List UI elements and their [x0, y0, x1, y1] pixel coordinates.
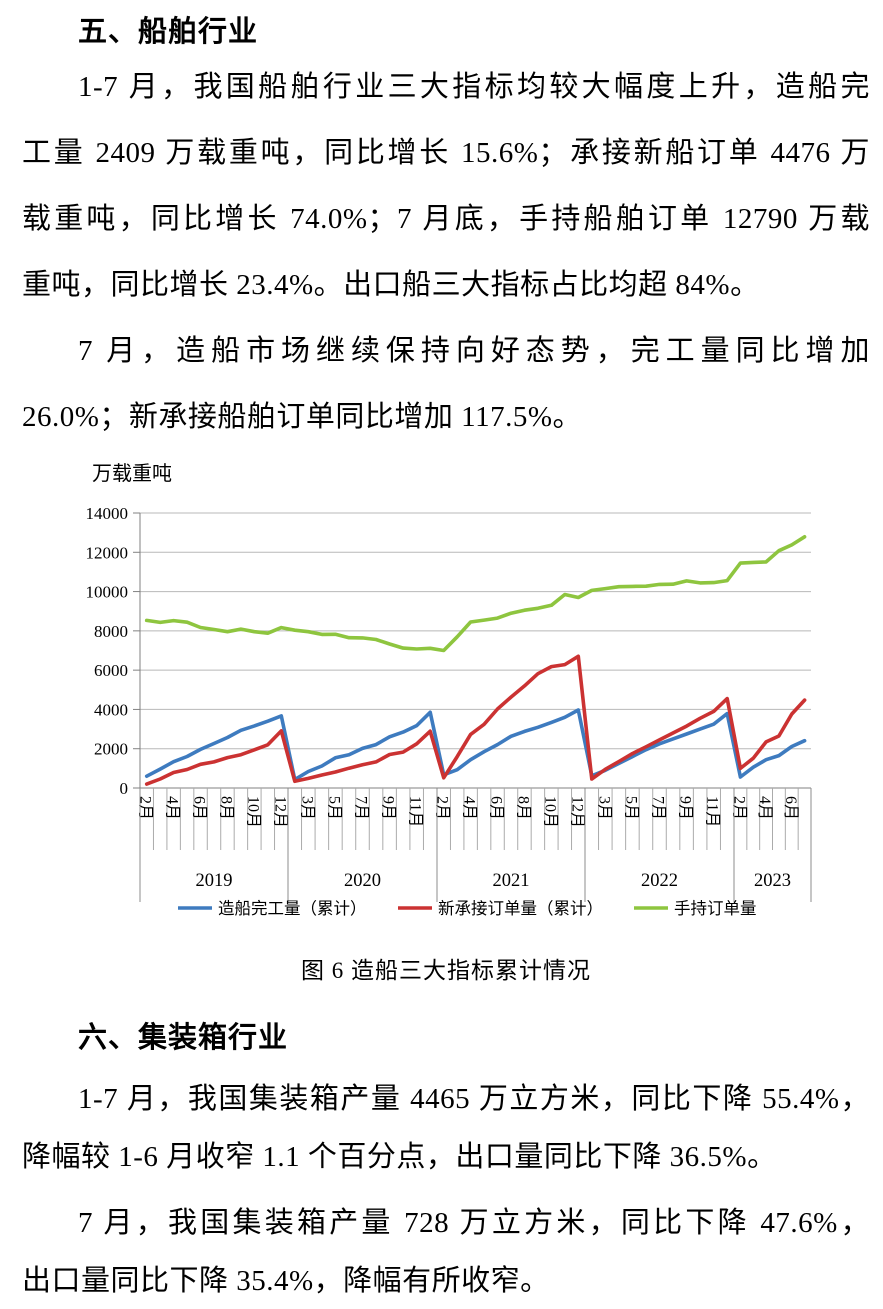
shipbuilding-indicators-chart: 万载重吨 0 2000 4000 6000 8000 10000 12000 14000 2月 4月… [0, 450, 883, 950]
figure-caption: 图 6 造船三大指标累计情况 [301, 958, 591, 983]
x-axis-month-label: 6月 [488, 796, 505, 820]
section-6-heading: 六、集装箱行业 [78, 1022, 289, 1054]
text-line: 载重吨，同比增长 74.0%；7 月底，手持船舶订单 12790 万载 [22, 203, 870, 235]
x-axis-year-label: 2023 [754, 871, 791, 891]
x-axis-month-label: 10月 [244, 796, 261, 828]
section-6-paragraph-1: 1-7 月，我国集装箱产量 4465 万立方米，同比下降 55.4%， 降幅较 1… [22, 1070, 870, 1186]
section-5-paragraph-2: 7 月，造船市场继续保持向好态势，完工量同比增加 26.0%；新承接船舶订单同比增… [22, 318, 870, 450]
legend-label: 新承接订单量（累计） [438, 899, 603, 918]
x-axis-month-label: 10月 [541, 796, 558, 828]
x-axis-month-label: 2月 [137, 796, 154, 820]
x-axis-month-label: 8月 [514, 796, 531, 820]
series-line-completions [144, 708, 807, 782]
x-axis-month-label: 9月 [380, 796, 397, 820]
y-axis-tick-label: 2000 [94, 740, 128, 759]
x-axis-month-label: 6月 [191, 796, 208, 820]
y-axis-tick-label: 0 [120, 779, 129, 798]
x-axis-month-label: 6月 [782, 796, 799, 820]
text-line: 1-7 月，我国船舶行业三大指标均较大幅度上升，造船完 [78, 71, 870, 103]
line-chart-canvas: 万载重吨 0 2000 4000 6000 8000 10000 12000 14000 2月 4月… [86, 462, 812, 918]
section-5-heading: 五、船舶行业 [78, 16, 259, 48]
x-axis-month-label: 4月 [461, 796, 478, 820]
text-line: 出口量同比下降 35.4%，降幅有所收窄。 [22, 1265, 550, 1297]
section-5-paragraph-1: 1-7 月，我国船舶行业三大指标均较大幅度上升，造船完工量 2409 万载重吨，… [22, 54, 870, 318]
x-axis-month-label: 12月 [271, 796, 288, 828]
x-axis-month-label: 7月 [353, 796, 370, 820]
y-axis-tick-label: 8000 [94, 622, 128, 641]
y-axis-tick-label: 10000 [86, 583, 129, 602]
text-line: 重吨，同比增长 23.4%。出口船三大指标占比均超 84%。 [22, 269, 760, 301]
x-axis-year-label: 2022 [641, 871, 678, 891]
text-line: 工量 2409 万载重吨，同比增长 15.6%；承接新船订单 4476 万 [22, 137, 870, 169]
x-axis-year-label: 2020 [344, 871, 381, 891]
y-axis-tick-label: 14000 [86, 504, 129, 523]
x-axis-month-label: 5月 [325, 796, 342, 820]
text-line: 26.0%；新承接船舶订单同比增加 117.5%。 [22, 401, 582, 433]
section-6-paragraph-2: 7 月，我国集装箱产量 728 万立方米，同比下降 47.6%， 出口量同比下降 … [22, 1194, 870, 1309]
x-axis-month-label: 2月 [434, 796, 451, 820]
x-axis-month-label: 12月 [568, 796, 585, 828]
x-axis-month-label: 7月 [650, 796, 667, 820]
y-axis-tick-label: 6000 [94, 661, 128, 680]
x-axis-month-label: 9月 [677, 796, 694, 820]
x-axis-year-label: 2021 [493, 871, 530, 891]
series-line-order-backlog [144, 535, 807, 653]
x-axis-month-label: 8月 [217, 796, 234, 820]
y-axis-tick-label: 4000 [94, 700, 128, 719]
x-axis-month-label: 11月 [407, 796, 424, 827]
y-axis-tick-label: 12000 [86, 543, 129, 562]
text-line: 降幅较 1-6 月收窄 1.1 个百分点，出口量同比下降 36.5%。 [22, 1141, 777, 1173]
legend-label: 手持订单量 [674, 899, 757, 918]
text-line: 7 月，造船市场继续保持向好态势，完工量同比增加 [78, 335, 870, 367]
x-axis-month-label: 4月 [164, 796, 181, 820]
x-axis-month-label: 5月 [622, 796, 639, 820]
text-line: 1-7 月，我国集装箱产量 4465 万立方米，同比下降 55.4%， [78, 1083, 870, 1115]
series-line-new-orders [144, 654, 807, 786]
legend-label: 造船完工量（累计） [218, 899, 367, 918]
x-axis-month-label: 3月 [298, 796, 315, 820]
x-axis-month-label: 4月 [756, 796, 773, 820]
x-axis-year-label: 2019 [196, 871, 233, 891]
x-axis-month-label: 11月 [704, 796, 721, 827]
x-axis-month-label: 3月 [595, 796, 612, 820]
y-axis-unit-label: 万载重吨 [92, 462, 172, 485]
x-axis-month-label: 2月 [730, 796, 747, 820]
text-line: 7 月，我国集装箱产量 728 万立方米，同比下降 47.6%， [78, 1207, 870, 1239]
